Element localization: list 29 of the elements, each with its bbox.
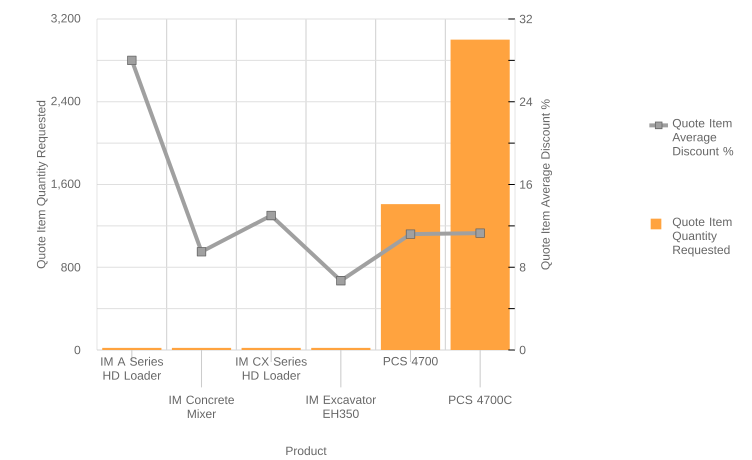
bar <box>450 40 510 350</box>
y2-tick-label: 32 <box>520 14 532 24</box>
bar <box>380 204 440 350</box>
y-tick-label: 1,600 <box>52 180 80 190</box>
y2-tick-label: 8 <box>520 262 526 272</box>
x-tick-label: IM A Series HD Loader <box>101 356 164 380</box>
y2-axis-title: Quote Item Average Discount % <box>540 99 552 270</box>
point <box>196 247 206 256</box>
legend-label: Quote Item Quantity Requested <box>672 218 732 256</box>
point <box>266 210 276 220</box>
y-tick-label: 3,200 <box>51 14 80 24</box>
x-tick-label: IM Concrete Mixer <box>170 396 234 418</box>
y-tick-label: 2,400 <box>51 96 80 107</box>
y2-tick-label: 0 <box>520 346 526 354</box>
y-tick-label: 0 <box>74 346 80 354</box>
x-tick-label: PCS 4700C <box>449 396 512 404</box>
legend-label: Quote Item Average Discount % <box>672 118 734 156</box>
point <box>406 229 416 239</box>
y2-tick-label: 16 <box>520 180 532 189</box>
x-tick-label: IM Excavator EH350 <box>306 396 376 418</box>
point <box>127 56 137 66</box>
x-axis-title: Product <box>286 446 327 456</box>
point <box>476 228 485 238</box>
y-axis-title: Quote Item Quantity Requested <box>36 100 48 268</box>
point <box>336 276 346 286</box>
x-tick-label: IM CX Series HD Loader <box>236 356 307 380</box>
y-tick-label: 800 <box>61 262 80 272</box>
x-tick-label: PCS 4700 <box>384 356 438 366</box>
y2-tick-label: 24 <box>520 98 532 106</box>
